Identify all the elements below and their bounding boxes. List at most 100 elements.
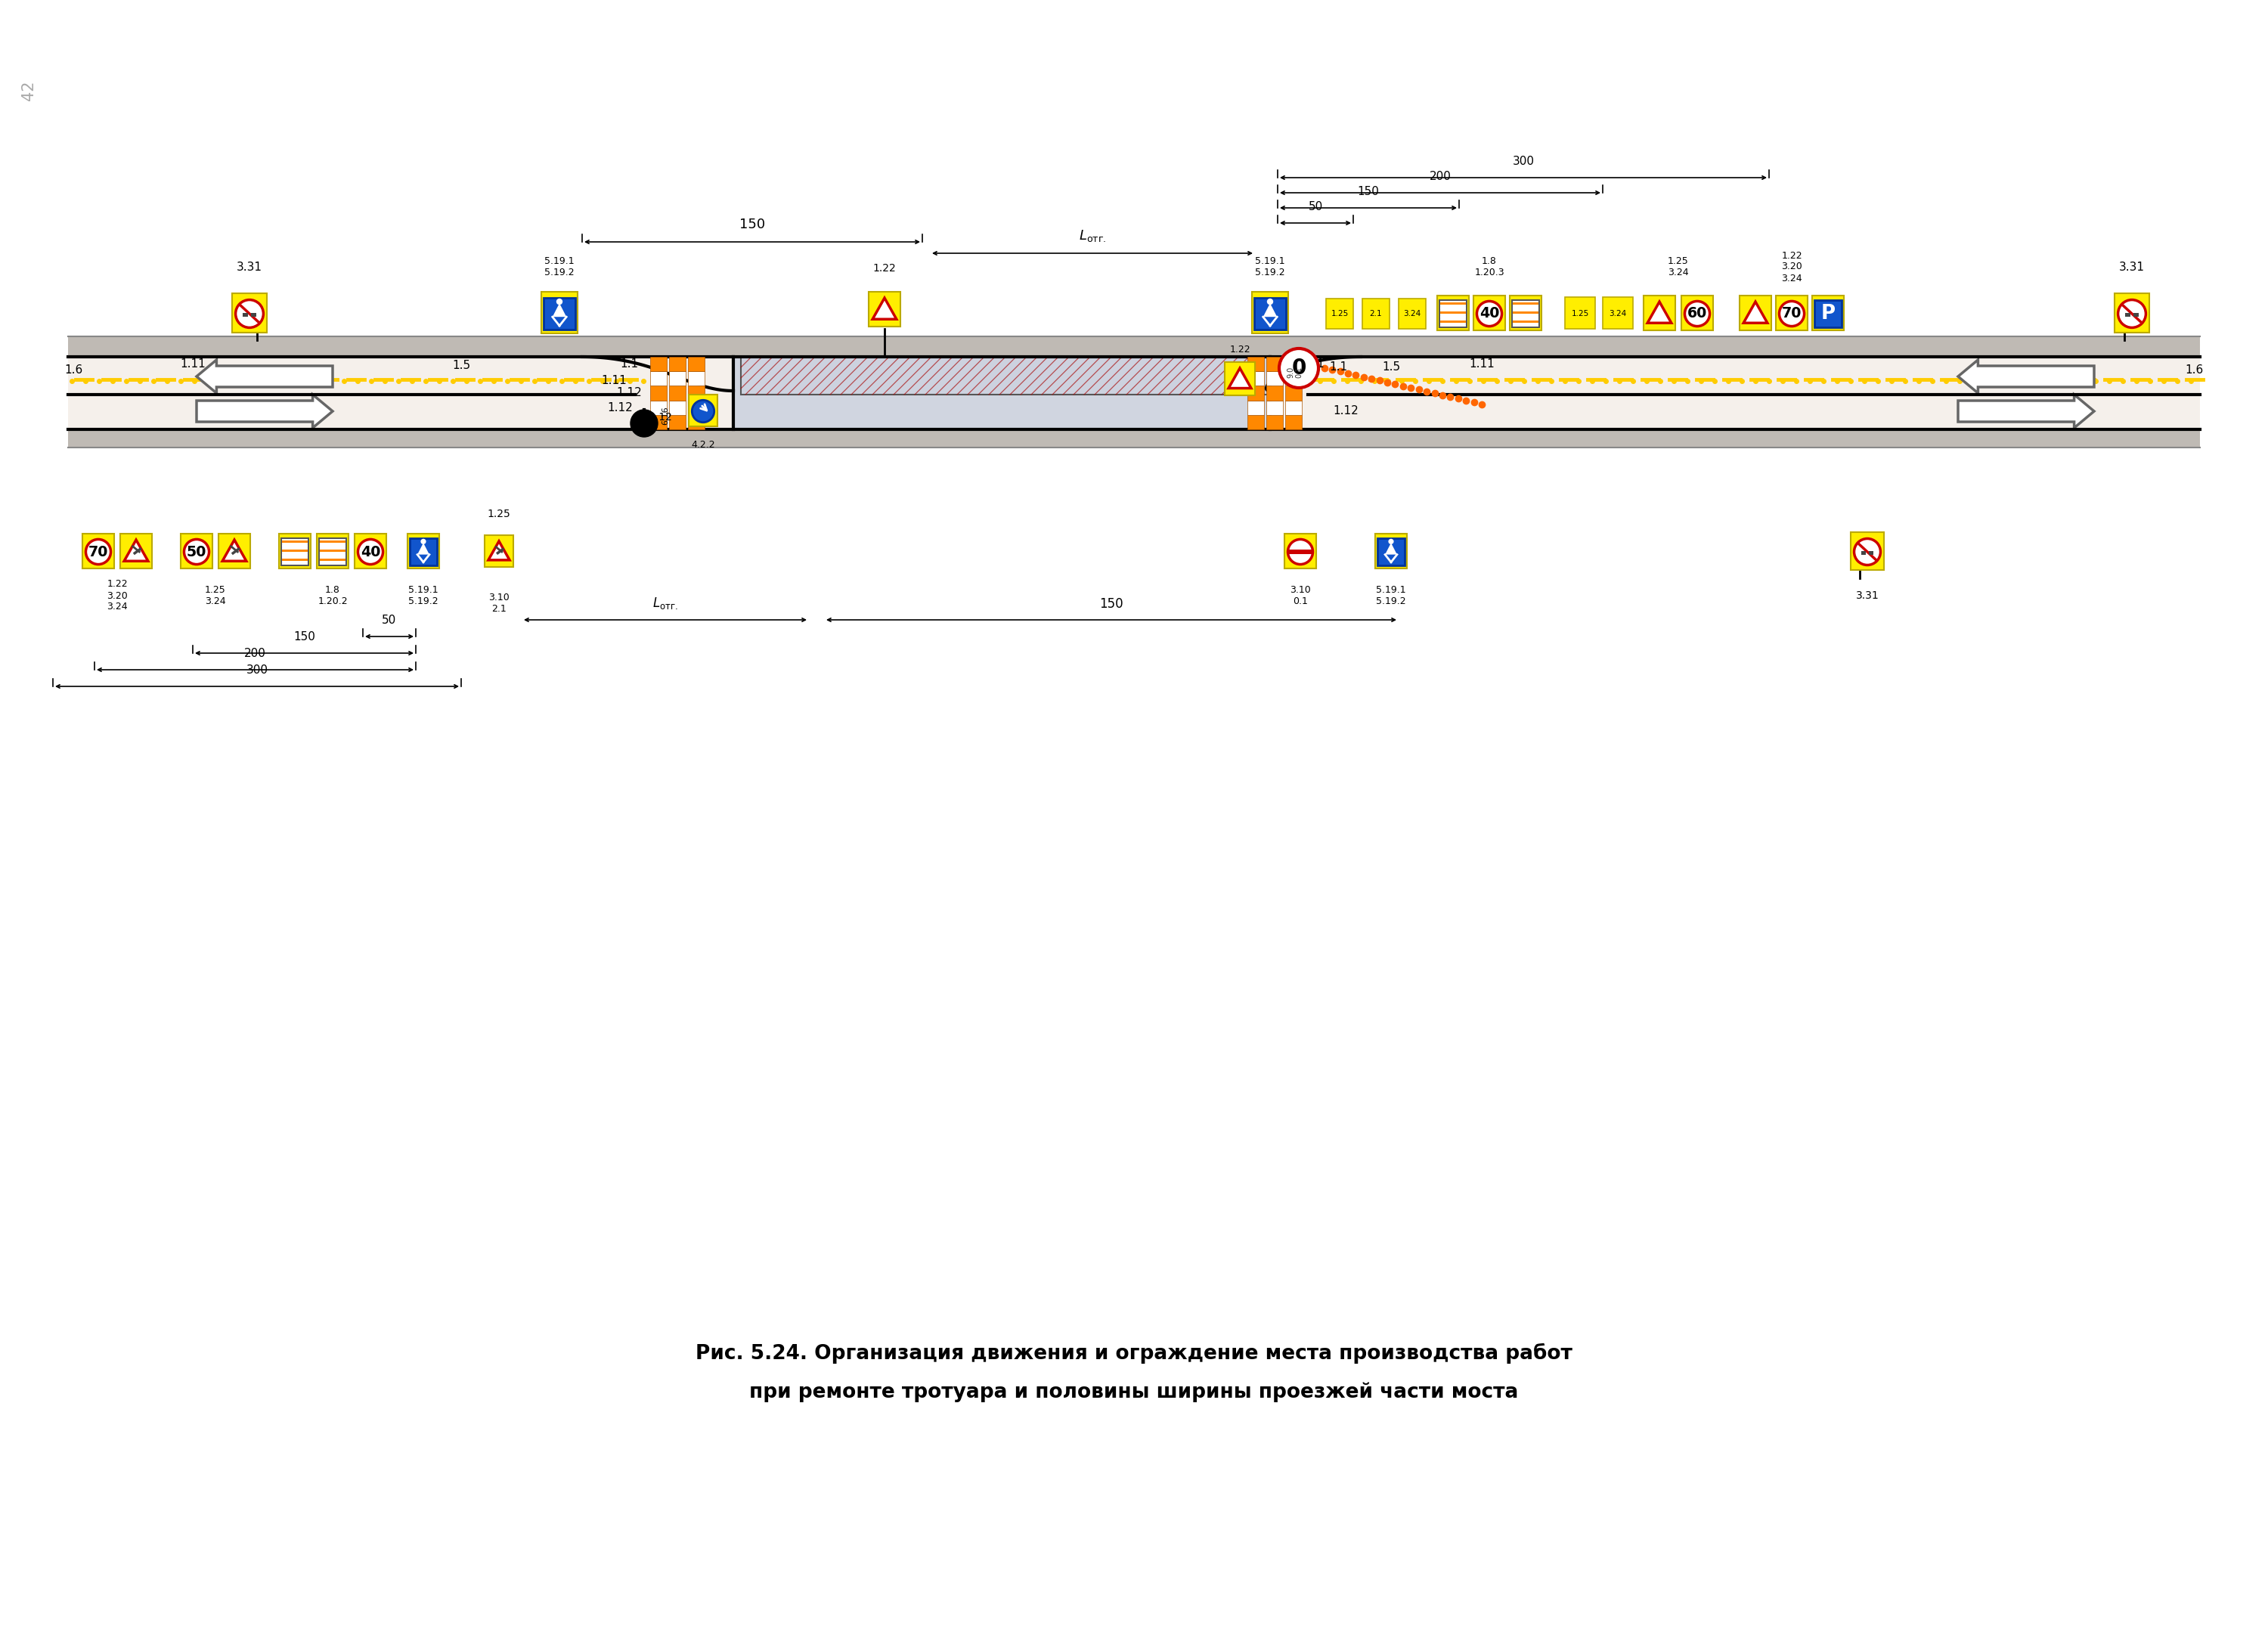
Text: 3.31: 3.31 bbox=[236, 262, 263, 273]
Text: Рис. 5.24. Организация движения и ограждение места производства работ: Рис. 5.24. Организация движения и огражд… bbox=[696, 1343, 1572, 1363]
Text: P: P bbox=[1821, 304, 1835, 324]
Text: 70: 70 bbox=[88, 545, 109, 559]
Bar bbox=[1247, 415, 1263, 429]
Bar bbox=[218, 533, 249, 569]
Bar bbox=[68, 337, 2200, 356]
Text: $L_{\text{отг.}}$: $L_{\text{отг.}}$ bbox=[1080, 228, 1107, 244]
Bar bbox=[1474, 296, 1506, 330]
Circle shape bbox=[2118, 299, 2146, 327]
Bar bbox=[1681, 296, 1712, 330]
Polygon shape bbox=[488, 541, 510, 559]
Text: 300: 300 bbox=[1513, 156, 1533, 167]
Polygon shape bbox=[1229, 367, 1252, 389]
Text: 50: 50 bbox=[186, 545, 206, 559]
Text: 5.19.1
5.19.2: 5.19.1 5.19.2 bbox=[408, 585, 438, 606]
Circle shape bbox=[1268, 299, 1272, 304]
Text: 1.25: 1.25 bbox=[1572, 311, 1590, 317]
Bar bbox=[1814, 301, 1842, 327]
Bar bbox=[68, 429, 2200, 447]
Bar bbox=[669, 415, 685, 429]
Bar bbox=[1377, 538, 1404, 566]
Bar bbox=[1603, 298, 1633, 328]
Bar bbox=[320, 554, 345, 556]
Bar bbox=[181, 533, 213, 569]
Bar bbox=[2114, 293, 2150, 332]
Bar bbox=[1247, 385, 1263, 400]
Circle shape bbox=[1288, 540, 1313, 564]
Text: 1.25: 1.25 bbox=[1331, 311, 1349, 317]
Polygon shape bbox=[125, 540, 147, 561]
Text: 1.22: 1.22 bbox=[1229, 345, 1250, 354]
Circle shape bbox=[692, 400, 714, 423]
Bar bbox=[279, 533, 311, 569]
Bar bbox=[1284, 533, 1315, 569]
Text: 1.8
1.20.2: 1.8 1.20.2 bbox=[318, 585, 347, 606]
Circle shape bbox=[556, 299, 562, 304]
Bar bbox=[120, 533, 152, 569]
Bar bbox=[281, 538, 308, 566]
Text: 70: 70 bbox=[1783, 307, 1801, 320]
Bar bbox=[742, 356, 1270, 395]
Bar bbox=[2134, 314, 2139, 317]
Polygon shape bbox=[1957, 359, 2093, 393]
Text: 150: 150 bbox=[739, 218, 764, 231]
Text: 9.0
0.1: 9.0 0.1 bbox=[1286, 366, 1304, 377]
Polygon shape bbox=[222, 540, 247, 561]
Bar bbox=[1565, 298, 1594, 328]
Circle shape bbox=[236, 299, 263, 327]
Text: 2.1: 2.1 bbox=[1370, 311, 1381, 317]
Polygon shape bbox=[1647, 302, 1672, 324]
Bar bbox=[651, 371, 667, 385]
Text: 1.1: 1.1 bbox=[619, 359, 637, 371]
Bar bbox=[1266, 400, 1284, 415]
Bar bbox=[1644, 296, 1676, 330]
Bar bbox=[1862, 551, 1867, 554]
Bar bbox=[687, 371, 705, 385]
Text: 1.25
3.24: 1.25 3.24 bbox=[1667, 257, 1690, 278]
Bar bbox=[1513, 320, 1538, 324]
Bar bbox=[281, 540, 308, 543]
Text: 200: 200 bbox=[245, 647, 265, 659]
Text: 3.24: 3.24 bbox=[1608, 311, 1626, 317]
Text: 5.19.1
5.19.2: 5.19.1 5.19.2 bbox=[1377, 585, 1406, 606]
Text: 50: 50 bbox=[1309, 202, 1322, 213]
Bar bbox=[1286, 371, 1302, 385]
Bar bbox=[1266, 415, 1284, 429]
Bar bbox=[281, 554, 308, 556]
Polygon shape bbox=[1386, 543, 1397, 554]
Circle shape bbox=[1685, 301, 1710, 327]
Bar bbox=[687, 356, 705, 371]
Text: 3.31: 3.31 bbox=[1855, 590, 1878, 602]
Bar bbox=[1513, 315, 1538, 319]
Bar bbox=[669, 400, 685, 415]
Bar bbox=[1266, 371, 1284, 385]
Text: 1.11: 1.11 bbox=[601, 376, 626, 387]
Bar bbox=[1286, 400, 1302, 415]
Text: 1.22: 1.22 bbox=[873, 263, 896, 273]
Bar bbox=[1286, 415, 1302, 429]
Bar bbox=[1510, 296, 1542, 330]
Bar bbox=[651, 400, 667, 415]
Bar bbox=[1440, 302, 1465, 304]
Bar bbox=[1252, 293, 1288, 333]
Text: 1.11: 1.11 bbox=[1470, 359, 1495, 371]
Text: 150: 150 bbox=[293, 631, 315, 642]
Text: $L_{\text{отг.}}$: $L_{\text{отг.}}$ bbox=[653, 595, 678, 611]
Text: 3.10
2.1: 3.10 2.1 bbox=[488, 592, 510, 613]
Polygon shape bbox=[1744, 302, 1767, 324]
Bar bbox=[687, 400, 705, 415]
Text: 200: 200 bbox=[1429, 171, 1452, 182]
Polygon shape bbox=[873, 298, 896, 319]
Bar bbox=[542, 293, 578, 333]
Bar bbox=[1440, 301, 1467, 327]
Bar bbox=[320, 538, 347, 566]
Text: 5.19.1
5.19.2: 5.19.1 5.19.2 bbox=[1254, 257, 1286, 278]
Polygon shape bbox=[197, 359, 333, 393]
Bar bbox=[1776, 296, 1808, 330]
Text: 40: 40 bbox=[361, 545, 381, 559]
Bar bbox=[544, 298, 576, 330]
Bar bbox=[1363, 299, 1390, 328]
Bar bbox=[669, 385, 685, 400]
Bar bbox=[1440, 320, 1465, 324]
Text: 1.12: 1.12 bbox=[617, 387, 642, 398]
